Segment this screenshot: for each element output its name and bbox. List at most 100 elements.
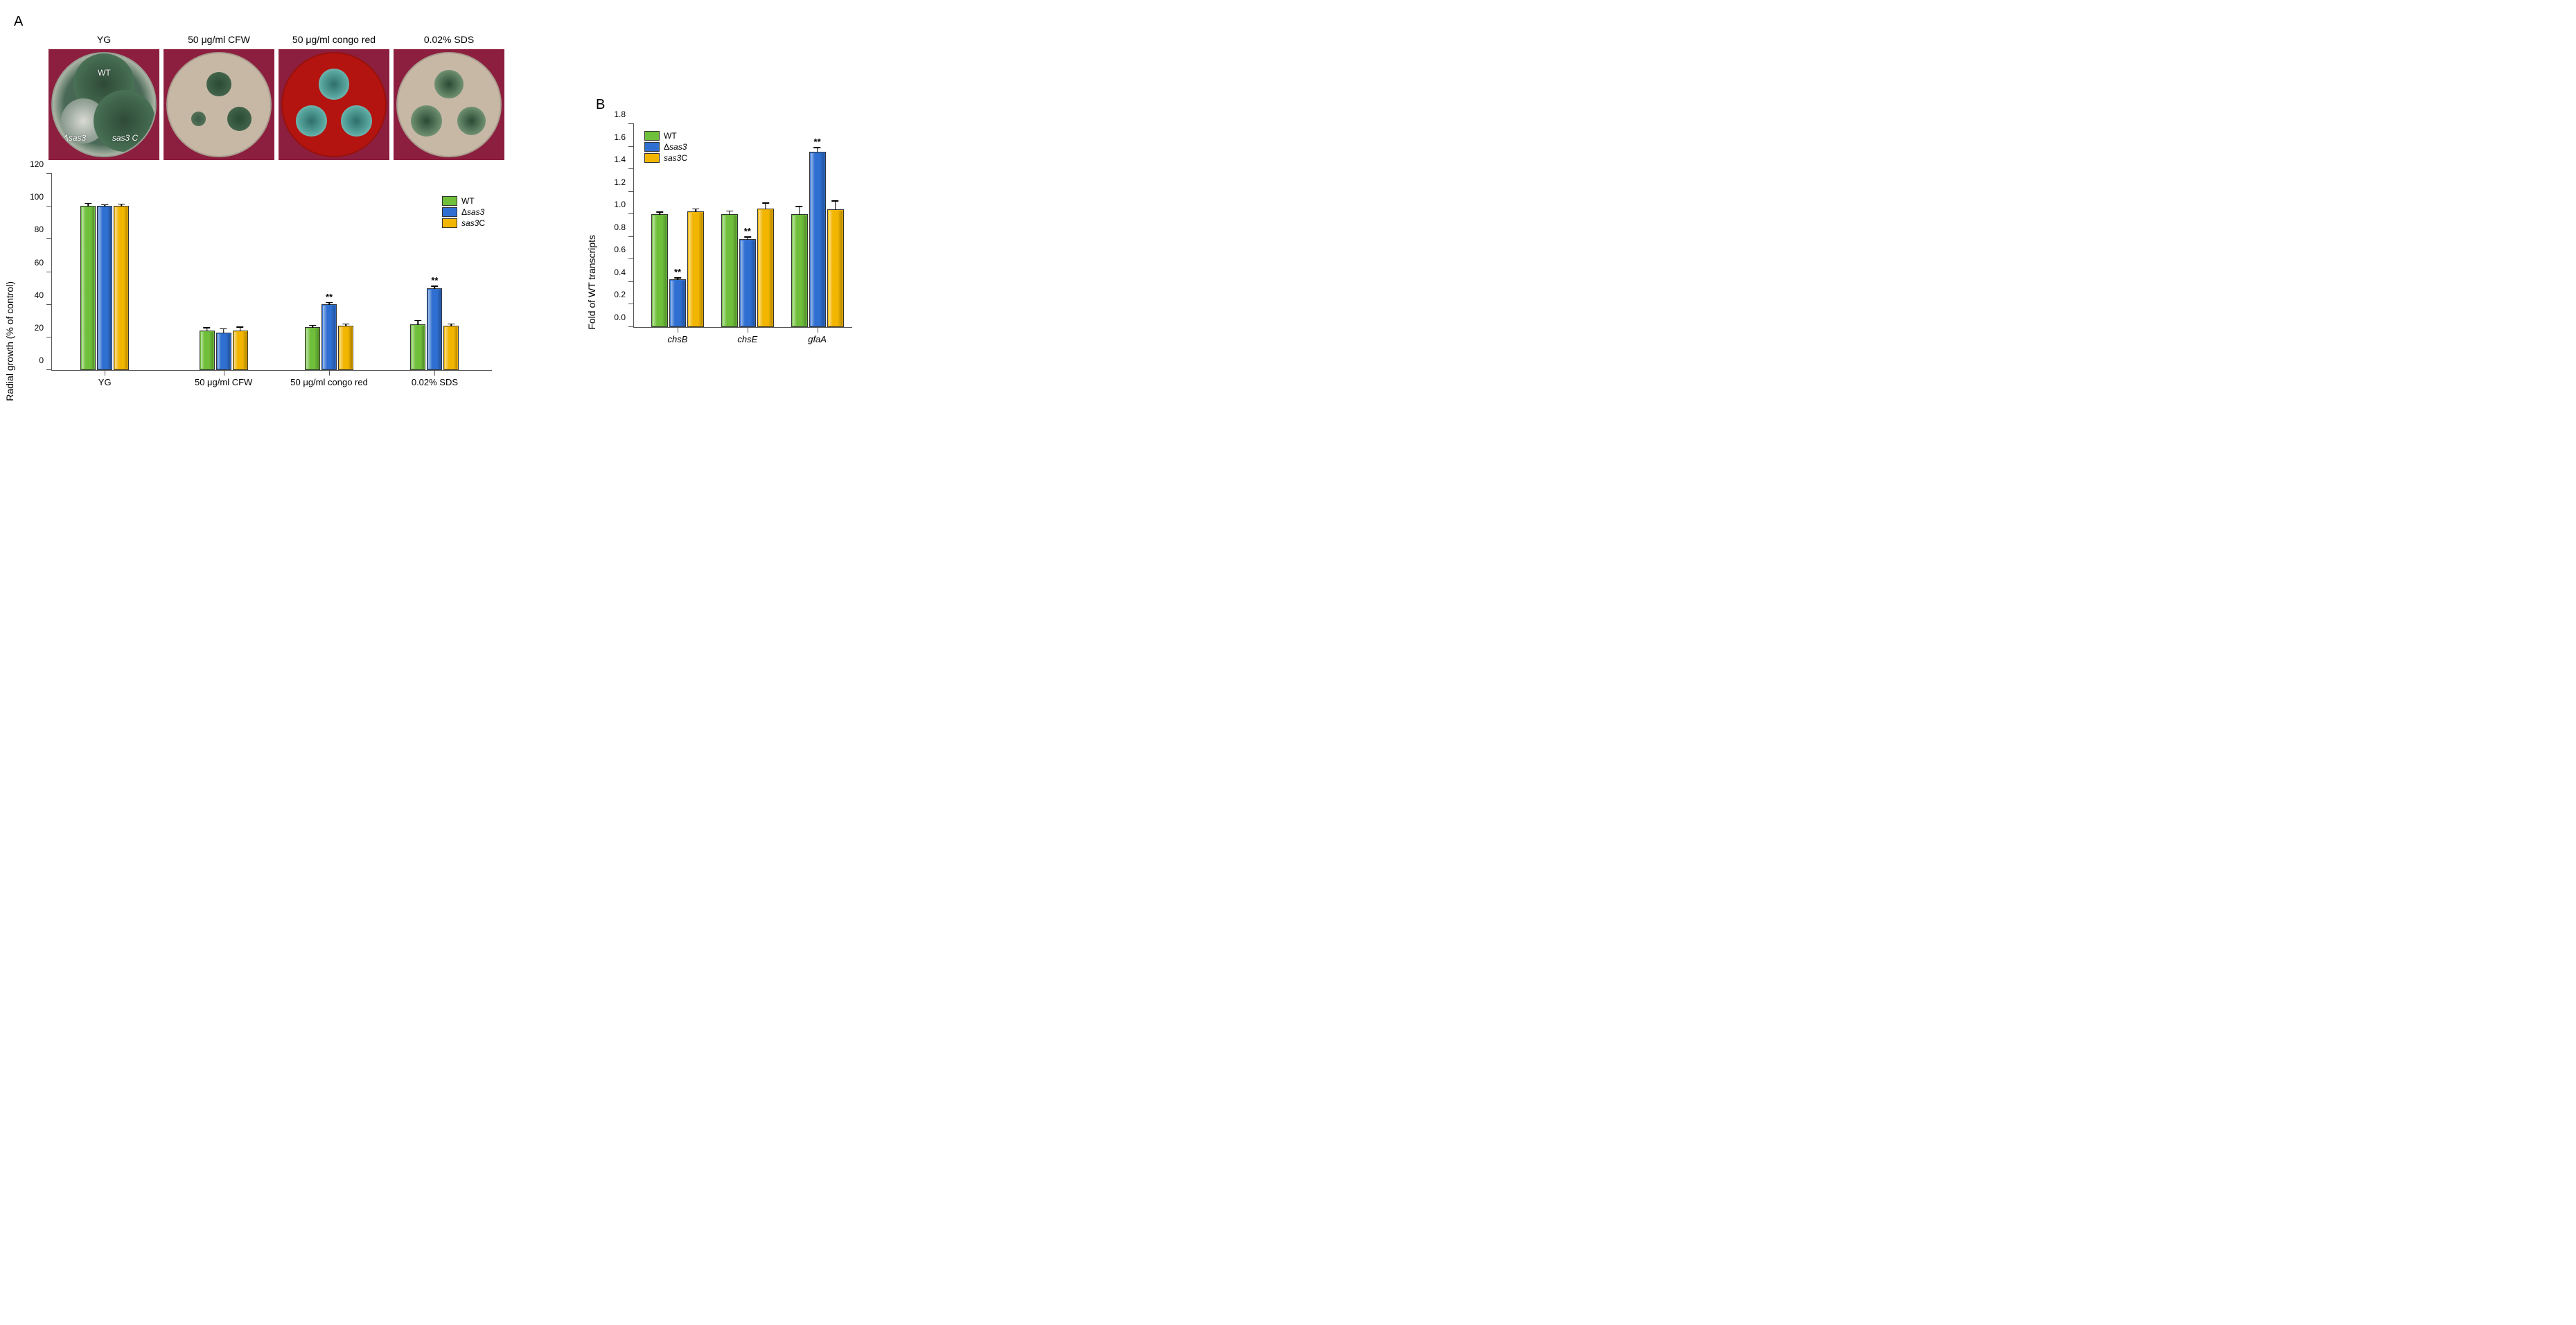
- bar-group: **: [791, 152, 844, 327]
- plate-column: 50 μg/ml CFW: [164, 34, 274, 160]
- error-bar: [434, 286, 436, 289]
- bar-sas3c: [757, 209, 774, 328]
- x-tick: [329, 370, 330, 376]
- x-tick-label: gfaA: [808, 334, 827, 344]
- plate-title: 50 μg/ml CFW: [164, 34, 274, 46]
- x-tick-label: 50 μg/ml congo red: [290, 377, 368, 387]
- chart-legend: WTΔsas3sas3C: [442, 195, 485, 229]
- y-tick-label: 0.0: [614, 313, 626, 322]
- chart-a-ylabel: Radial growth (% of control): [4, 281, 15, 401]
- legend-label: WT: [664, 131, 677, 141]
- bar-sas3c: [338, 326, 353, 370]
- plates-row: YGWTΔsas3sas3 C50 μg/ml CFW50 μg/ml cong…: [48, 34, 554, 160]
- petri-dish: [281, 52, 387, 157]
- error-bar: [240, 327, 241, 331]
- bar-group: **: [651, 211, 704, 327]
- plate-column: 50 μg/ml congo red: [279, 34, 389, 160]
- y-tick-label: 0: [39, 356, 44, 365]
- colony: [191, 112, 206, 126]
- y-tick-label: 0.6: [614, 245, 626, 254]
- error-bar: [729, 211, 730, 215]
- bar-dsas3: **: [321, 304, 337, 370]
- y-tick: [46, 206, 52, 207]
- chart-a-plot: 020406080100120YG50 μg/ml CFW**50 μg/ml …: [51, 174, 492, 371]
- bar-sas3c: [443, 326, 459, 370]
- bar-group: **: [410, 288, 459, 370]
- error-bar: [659, 212, 660, 214]
- y-tick-label: 0.2: [614, 290, 626, 299]
- y-tick: [46, 173, 52, 174]
- error-bar: [799, 207, 800, 214]
- y-tick: [628, 326, 634, 327]
- y-tick-label: 80: [35, 225, 44, 234]
- legend-swatch: [442, 196, 457, 206]
- plate-title: 0.02% SDS: [394, 34, 504, 46]
- chart-b-ylabel: Fold of WT transcripts: [586, 235, 597, 330]
- bar-group: **: [305, 304, 353, 370]
- x-tick-label: chsE: [737, 334, 757, 344]
- significance-marker: **: [814, 137, 821, 147]
- legend-label: WT: [461, 196, 475, 206]
- error-bar: [104, 205, 105, 207]
- bar-wt: [410, 324, 425, 370]
- plate-title: YG: [48, 34, 159, 46]
- colony: [341, 105, 371, 136]
- y-tick-label: 1.2: [614, 177, 626, 187]
- y-tick-label: 120: [30, 159, 44, 169]
- x-tick: [434, 370, 435, 376]
- colony: [434, 70, 463, 98]
- colony: [227, 107, 252, 132]
- y-tick-label: 40: [35, 290, 44, 300]
- error-bar: [121, 204, 122, 207]
- bar-dsas3: [97, 206, 112, 370]
- chart-a: Radial growth (% of control) 02040608010…: [14, 167, 499, 396]
- bar-wt: [200, 331, 215, 370]
- significance-marker: **: [674, 267, 681, 277]
- y-tick: [46, 238, 52, 239]
- y-tick: [628, 191, 634, 192]
- y-tick-label: 1.8: [614, 109, 626, 119]
- legend-item-wt: WT: [442, 196, 485, 206]
- legend-swatch: [442, 207, 457, 217]
- legend-label: Δsas3: [461, 207, 484, 217]
- y-tick: [628, 213, 634, 214]
- petri-dish: [396, 52, 502, 157]
- bar-dsas3: [216, 333, 231, 370]
- bar-sas3c: [687, 211, 704, 327]
- chart-b: Fold of WT transcripts 0.00.20.40.60.81.…: [596, 117, 859, 353]
- error-bar: [677, 278, 678, 280]
- panel-b-label: B: [596, 97, 887, 113]
- legend-label: Δsas3: [664, 142, 687, 152]
- x-tick-label: 50 μg/ml CFW: [195, 377, 252, 387]
- error-bar: [206, 328, 208, 331]
- plate-title: 50 μg/ml congo red: [279, 34, 389, 46]
- bar-wt: [80, 206, 96, 370]
- y-tick-label: 0.4: [614, 267, 626, 277]
- y-tick-label: 1.0: [614, 200, 626, 209]
- y-tick: [628, 123, 634, 124]
- y-tick: [46, 369, 52, 370]
- plate-strain-label: Δsas3: [63, 133, 86, 143]
- panel-b: B Fold of WT transcripts 0.00.20.40.60.8…: [596, 14, 887, 353]
- figure: A YGWTΔsas3sas3 C50 μg/ml CFW50 μg/ml co…: [14, 14, 2562, 396]
- error-bar: [451, 324, 452, 327]
- bar-group: [80, 206, 129, 370]
- bar-sas3c: [114, 206, 129, 370]
- y-tick: [46, 304, 52, 305]
- plate-image: [164, 49, 274, 160]
- y-tick-label: 60: [35, 258, 44, 267]
- legend-item-sas3c: sas3C: [644, 153, 687, 163]
- y-tick: [628, 146, 634, 147]
- error-bar: [223, 329, 224, 333]
- error-bar: [765, 203, 766, 209]
- colony: [206, 72, 231, 97]
- bar-wt: [721, 214, 738, 327]
- legend-item-wt: WT: [644, 131, 687, 141]
- plate-column: 0.02% SDS: [394, 34, 504, 160]
- legend-item-dsas3: Δsas3: [442, 207, 485, 217]
- error-bar: [345, 324, 346, 327]
- bar-wt: [791, 214, 808, 327]
- error-bar: [695, 209, 696, 213]
- legend-label: sas3C: [461, 218, 485, 228]
- panel-a-label: A: [14, 14, 554, 30]
